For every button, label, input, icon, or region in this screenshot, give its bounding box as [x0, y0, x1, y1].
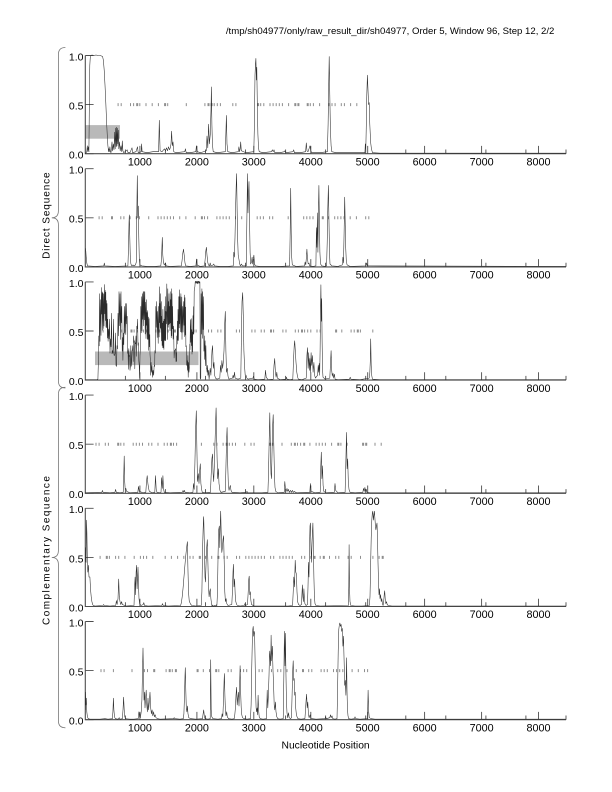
svg-text:0.5: 0.5	[69, 214, 84, 226]
svg-text:8000: 8000	[526, 722, 550, 734]
svg-text:5000: 5000	[356, 270, 380, 282]
svg-text:1.0: 1.0	[69, 617, 84, 629]
svg-text:5000: 5000	[356, 383, 380, 395]
svg-text:1.0: 1.0	[69, 504, 84, 516]
svg-text:7000: 7000	[470, 496, 494, 508]
svg-text:1000: 1000	[128, 609, 152, 621]
svg-text:0.5: 0.5	[69, 440, 84, 452]
svg-text:1000: 1000	[128, 496, 152, 508]
svg-text:0.5: 0.5	[69, 667, 84, 679]
svg-text:2000: 2000	[185, 383, 209, 395]
svg-text:5000: 5000	[356, 496, 380, 508]
svg-text:0.5: 0.5	[69, 101, 84, 113]
svg-text:1000: 1000	[128, 156, 152, 168]
svg-text:/tmp/sh04977/only/raw_result_d: /tmp/sh04977/only/raw_result_dir/sh04977…	[226, 26, 555, 37]
svg-text:7000: 7000	[470, 722, 494, 734]
svg-text:1000: 1000	[128, 383, 152, 395]
svg-text:0.0: 0.0	[69, 602, 84, 614]
svg-text:0.0: 0.0	[69, 150, 84, 162]
svg-text:3000: 3000	[242, 156, 266, 168]
svg-text:2000: 2000	[185, 722, 209, 734]
svg-text:7000: 7000	[470, 156, 494, 168]
svg-text:3000: 3000	[242, 609, 266, 621]
svg-text:Direct Sequence: Direct Sequence	[42, 171, 53, 258]
svg-text:2000: 2000	[185, 496, 209, 508]
svg-text:8000: 8000	[526, 270, 550, 282]
svg-text:5000: 5000	[356, 156, 380, 168]
svg-text:5000: 5000	[356, 609, 380, 621]
svg-text:4000: 4000	[299, 722, 323, 734]
svg-text:7000: 7000	[470, 270, 494, 282]
svg-text:1.0: 1.0	[69, 165, 84, 177]
svg-text:3000: 3000	[242, 496, 266, 508]
svg-text:0.5: 0.5	[69, 553, 84, 565]
svg-text:0.0: 0.0	[69, 376, 84, 388]
svg-text:0.5: 0.5	[69, 327, 84, 339]
svg-text:2000: 2000	[185, 270, 209, 282]
svg-text:0.0: 0.0	[69, 263, 84, 275]
svg-text:3000: 3000	[242, 383, 266, 395]
svg-text:8000: 8000	[526, 609, 550, 621]
svg-text:Nucleotide Position: Nucleotide Position	[282, 740, 370, 751]
svg-text:4000: 4000	[299, 156, 323, 168]
svg-text:1000: 1000	[128, 270, 152, 282]
svg-text:4000: 4000	[299, 496, 323, 508]
svg-text:4000: 4000	[299, 609, 323, 621]
svg-text:8000: 8000	[526, 383, 550, 395]
svg-text:8000: 8000	[526, 496, 550, 508]
svg-text:6000: 6000	[413, 609, 437, 621]
svg-text:6000: 6000	[413, 722, 437, 734]
svg-text:7000: 7000	[470, 383, 494, 395]
svg-text:1.0: 1.0	[69, 391, 84, 403]
svg-text:8000: 8000	[526, 156, 550, 168]
svg-text:2000: 2000	[185, 156, 209, 168]
svg-text:1.0: 1.0	[69, 51, 84, 63]
svg-text:1000: 1000	[128, 722, 152, 734]
svg-text:2000: 2000	[185, 609, 209, 621]
svg-text:1.0: 1.0	[69, 278, 84, 290]
svg-text:4000: 4000	[299, 383, 323, 395]
svg-text:6000: 6000	[413, 156, 437, 168]
svg-text:5000: 5000	[356, 722, 380, 734]
svg-text:0.0: 0.0	[69, 489, 84, 501]
svg-text:3000: 3000	[242, 722, 266, 734]
svg-text:6000: 6000	[413, 383, 437, 395]
svg-text:7000: 7000	[470, 609, 494, 621]
svg-text:0.0: 0.0	[69, 716, 84, 728]
svg-text:3000: 3000	[242, 270, 266, 282]
svg-text:6000: 6000	[413, 270, 437, 282]
svg-text:4000: 4000	[299, 270, 323, 282]
svg-text:6000: 6000	[413, 496, 437, 508]
svg-text:Complementary Sequence: Complementary Sequence	[42, 475, 53, 625]
